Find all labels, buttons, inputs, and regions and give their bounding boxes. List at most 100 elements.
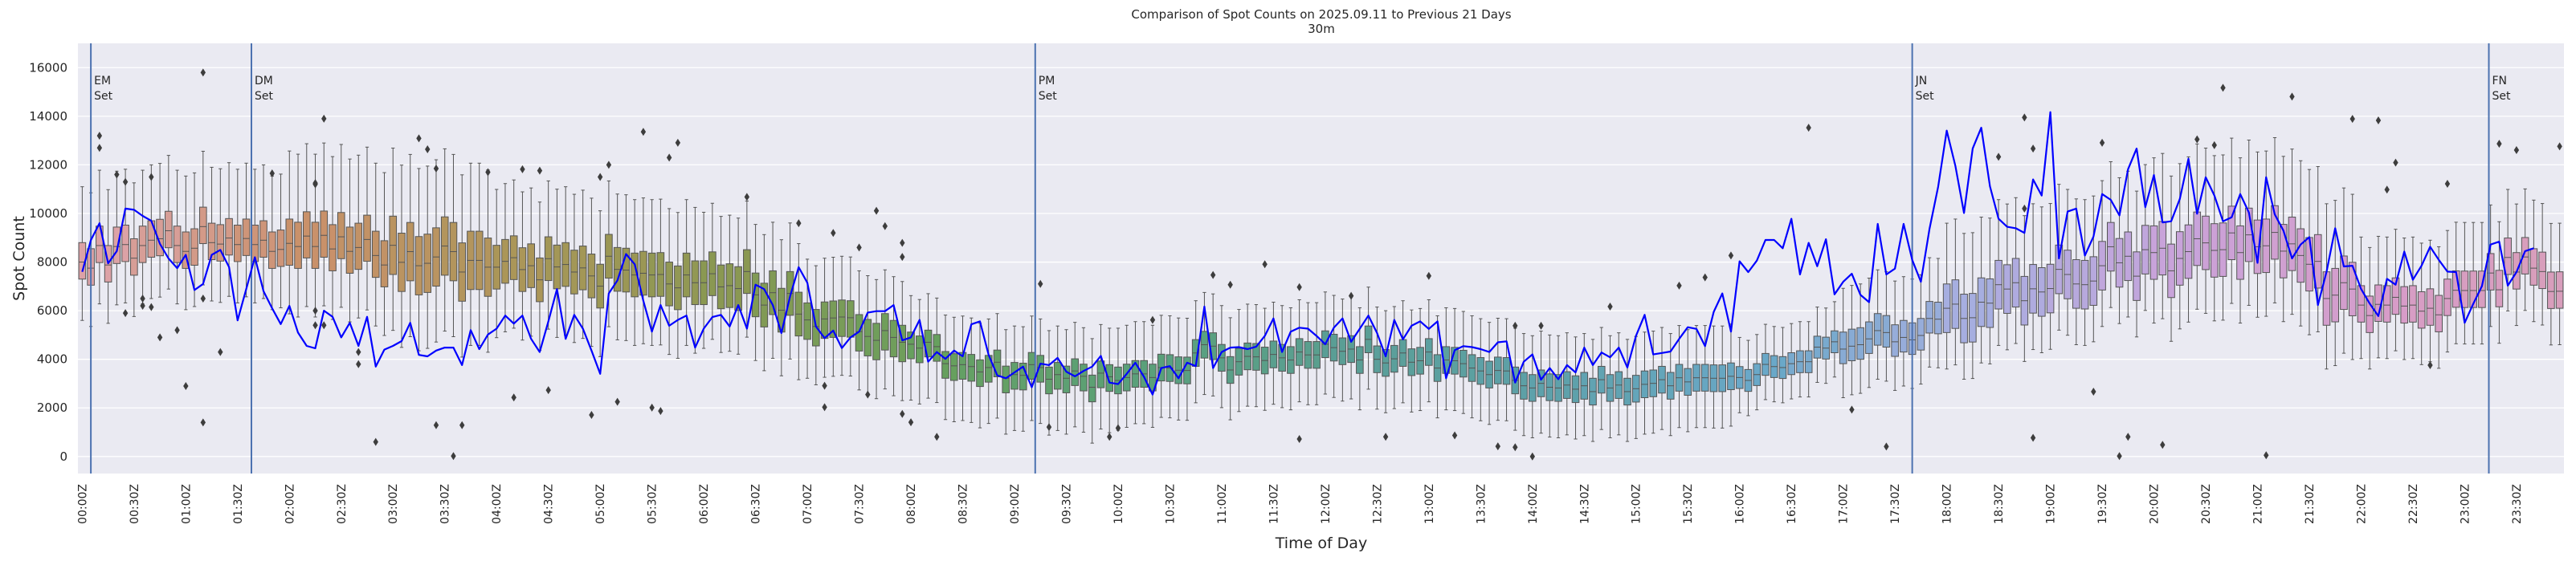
box-iqr (156, 218, 164, 257)
box-iqr (976, 359, 984, 388)
outlier-point (1038, 279, 1043, 288)
box (967, 317, 976, 423)
box (398, 165, 406, 348)
y-axis-ticks: 0 2000 4000 6000 8000 10000 12000 14000 16000 (29, 60, 67, 464)
x-tick-label: 02:00Z (284, 484, 296, 524)
box (371, 162, 380, 327)
box (2391, 229, 2400, 352)
box (2538, 203, 2546, 326)
outlier-point (1382, 433, 1389, 441)
box-iqr (829, 300, 838, 338)
outlier-point (312, 321, 318, 330)
outlier-point (149, 173, 154, 181)
x-tick-label: 12:00Z (1320, 484, 1333, 524)
x-tick-label: 21:30Z (2304, 484, 2317, 524)
outlier-point (2160, 441, 2166, 449)
box (2089, 195, 2098, 343)
box (872, 278, 880, 400)
x-tick-label: 19:00Z (2045, 484, 2058, 524)
box-iqr (1010, 362, 1019, 390)
box (700, 211, 708, 349)
outlier-point (1296, 434, 1302, 443)
box (2038, 206, 2046, 353)
box (1476, 318, 1485, 421)
outlier-point (312, 307, 318, 315)
box-iqr (2469, 270, 2477, 308)
outlier-point (675, 138, 681, 147)
y-axis-label: Spot Count (10, 216, 28, 301)
box-iqr (173, 226, 182, 263)
box (207, 166, 216, 302)
outlier-point (1607, 302, 1613, 311)
box (354, 154, 363, 319)
box-iqr (2547, 271, 2555, 309)
box-iqr (1002, 365, 1010, 393)
box (173, 169, 182, 305)
box-iqr (225, 217, 233, 256)
box (1329, 295, 1338, 398)
outlier-point (373, 437, 378, 446)
x-axis-label: Time of Day (1275, 535, 1367, 552)
box-iqr (2504, 238, 2512, 275)
outlier-point (149, 303, 154, 311)
box (1416, 307, 1424, 412)
outlier-point (122, 177, 129, 186)
x-tick-label: 17:30Z (1889, 484, 1902, 524)
box-iqr (863, 319, 872, 356)
box-iqr (2486, 253, 2495, 291)
box (1640, 331, 1649, 435)
box (2167, 175, 2175, 342)
plot-background (78, 43, 2564, 474)
box (1278, 305, 1286, 409)
box (596, 210, 604, 357)
box (2149, 157, 2158, 324)
x-tick-label: 21:00Z (2251, 484, 2264, 524)
box (1062, 329, 1071, 435)
box-iqr (2478, 270, 2486, 308)
x-tick-label: 18:00Z (1941, 484, 1954, 524)
box (2133, 190, 2141, 338)
box (1804, 321, 1813, 398)
outlier-point (96, 132, 103, 140)
box-iqr (345, 226, 354, 274)
box (941, 315, 949, 421)
box-iqr (380, 240, 389, 287)
x-tick-label: 17:00Z (1838, 484, 1851, 524)
outlier-point (900, 238, 905, 247)
box (2348, 193, 2357, 360)
box-iqr (1891, 324, 1899, 357)
box (475, 162, 484, 346)
box (1260, 307, 1269, 411)
outlier-point (218, 348, 223, 356)
box-iqr (838, 299, 846, 337)
box (165, 155, 173, 290)
outlier-point (425, 145, 431, 154)
box (1649, 331, 1658, 434)
outlier-point (2513, 145, 2520, 154)
y-tick-label: 2000 (37, 400, 67, 415)
outlier-point (537, 166, 543, 175)
outlier-point (908, 418, 914, 427)
box (2141, 164, 2149, 311)
box (1459, 311, 1468, 414)
box-iqr (1088, 374, 1096, 403)
box (276, 173, 285, 308)
x-tick-label: 10:30Z (1164, 484, 1177, 524)
box-iqr (915, 335, 924, 364)
outlier-point (459, 421, 465, 429)
x-tick-label: 16:30Z (1786, 484, 1798, 524)
box-iqr (267, 231, 276, 269)
box (225, 162, 233, 297)
outlier-point (114, 170, 120, 179)
box (2331, 200, 2340, 367)
box (820, 258, 829, 378)
box (216, 168, 225, 303)
box (1243, 303, 1251, 407)
y-tick-label: 0 (59, 449, 67, 464)
box (1200, 291, 1209, 396)
outlier-point (312, 180, 318, 189)
box (2202, 148, 2210, 314)
box (1287, 307, 1295, 411)
box (190, 172, 198, 307)
outlier-point (2375, 116, 2382, 124)
